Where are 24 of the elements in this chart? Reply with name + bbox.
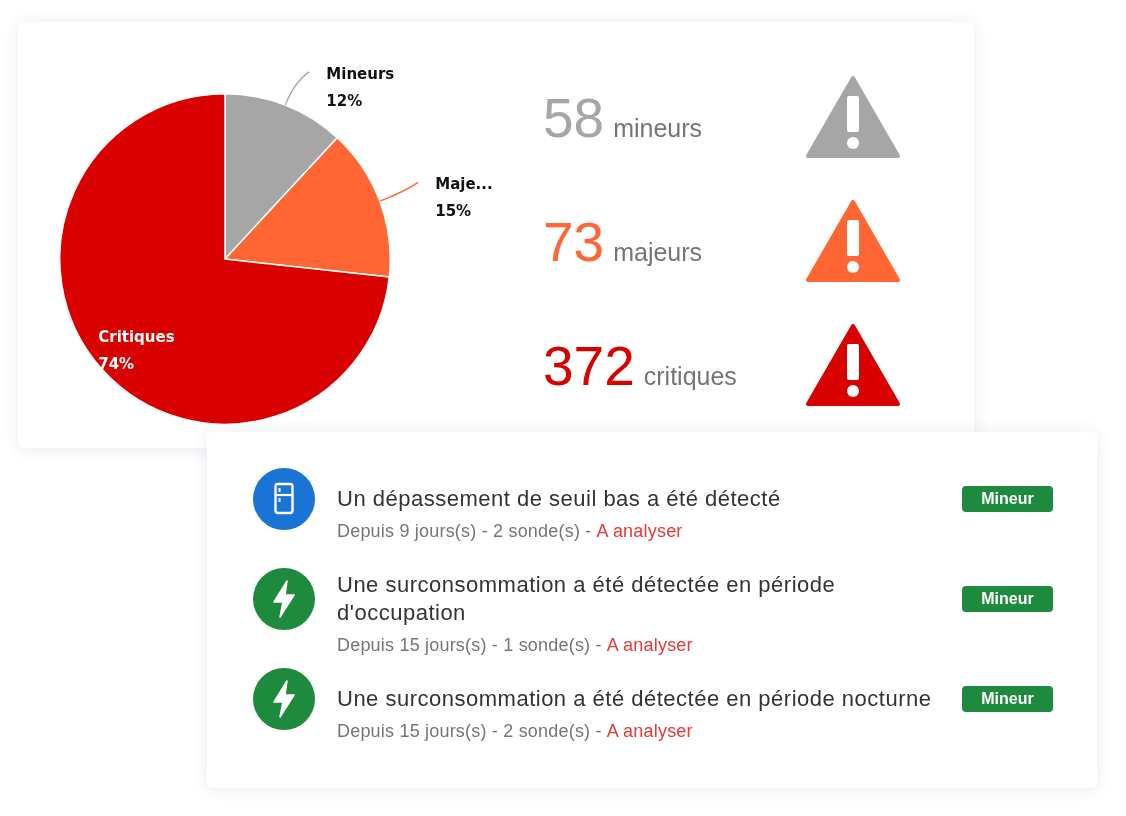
text: Mineur	[962, 486, 1053, 512]
text: A analyser	[606, 635, 693, 655]
text: mineurs	[613, 113, 703, 144]
slice-label: Maje...	[435, 175, 493, 194]
text: A analyser	[596, 521, 683, 541]
data-label: 74%	[98, 355, 135, 374]
text: Depuis 9 jours(s) - 2 sonde(s) -	[337, 521, 592, 541]
slice-label: Mineurs	[326, 64, 395, 83]
text: Mineur	[962, 686, 1053, 712]
data-label: 15%	[435, 202, 472, 221]
slice-label: Critiques	[98, 328, 175, 347]
text: Depuis 15 jours(s) - 2 sonde(s) -	[337, 721, 602, 741]
text: Un dépassement de seuil bas a été détecté	[337, 485, 782, 513]
text: A analyser	[606, 721, 693, 741]
data-label: 12%	[326, 91, 363, 110]
text: Une surconsommation a été détectée en période d'occupation	[337, 571, 837, 627]
text: critiques	[643, 361, 737, 392]
text: Mineur	[962, 586, 1053, 612]
text: Depuis 15 jours(s) - 1 sonde(s) -	[337, 635, 602, 655]
text: Une surconsommation a été détectée en période nocturne	[337, 685, 933, 713]
text: majeurs	[613, 237, 703, 268]
text: 372	[543, 334, 635, 399]
text: 58	[543, 86, 605, 151]
text: 73	[543, 210, 605, 275]
